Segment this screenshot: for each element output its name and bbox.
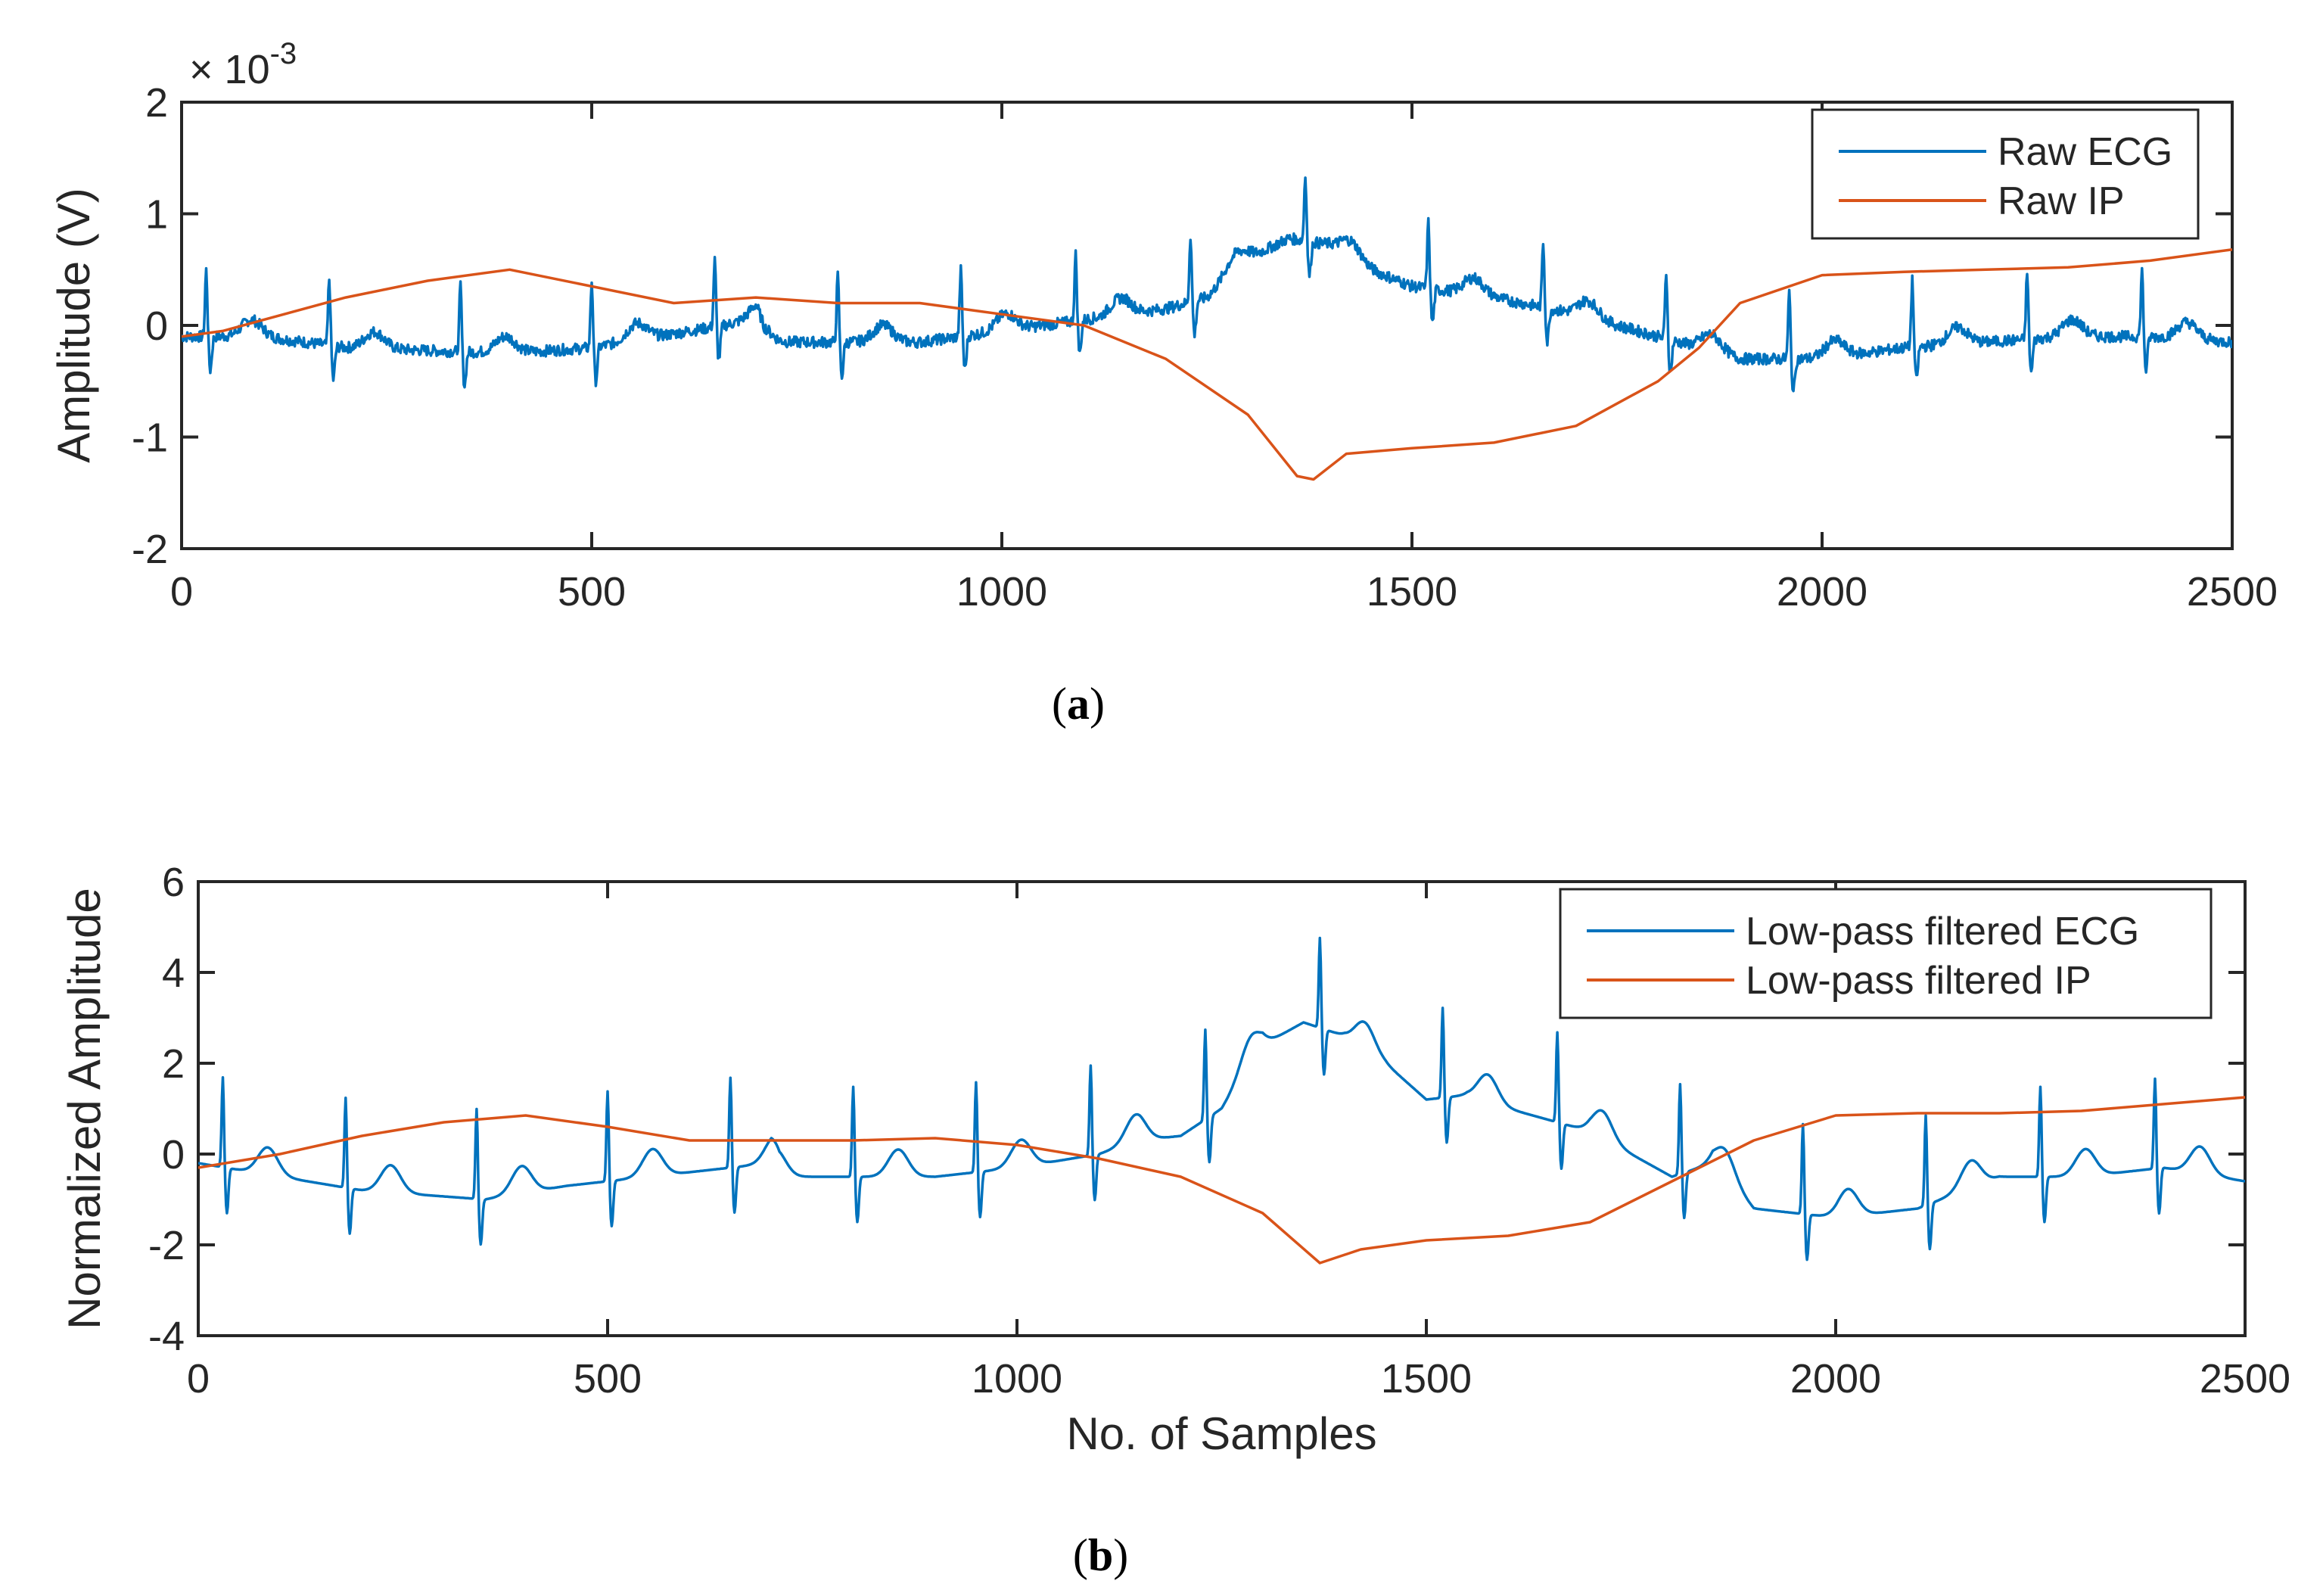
series-line-raw-ip <box>182 247 2232 481</box>
y-tick-label: -1 <box>132 415 168 461</box>
y-axis-label: Normalized Amplitude <box>59 888 110 1330</box>
x-tick-label: 2000 <box>1790 1356 1881 1402</box>
chart-panel-a: 0 500 1000 1500 2000 2500 -2 -1 0 1 2 × 10-3 Amplitu… <box>48 37 2278 614</box>
y-exponent-power: -3 <box>270 37 297 70</box>
series-line-low-pass-filtered-ecg <box>198 936 2245 1262</box>
x-axis-label: No. of Samples <box>1066 1408 1376 1459</box>
legend-entry: Low-pass filtered ECG <box>1746 910 2139 954</box>
x-tick-label: 1500 <box>1381 1356 1472 1402</box>
x-tick-label: 2000 <box>1777 569 1867 614</box>
x-tick-label: 0 <box>187 1356 210 1402</box>
y-exponent-label: × 10-3 <box>189 37 297 92</box>
y-tick-label: 2 <box>145 80 168 126</box>
series-line-raw-ecg <box>182 176 2232 393</box>
legend: Low-pass filtered ECG Low-pass filtered I… <box>1559 888 2213 1019</box>
x-tick-label: 1000 <box>972 1356 1062 1402</box>
x-tick-label: 500 <box>574 1356 642 1402</box>
y-tick-label: 1 <box>145 192 168 238</box>
panel-caption-letter: b <box>1088 1530 1113 1580</box>
y-tick-label: 4 <box>162 950 185 996</box>
legend-entry: Low-pass filtered IP <box>1746 959 2091 1003</box>
x-tick-label: 1000 <box>956 569 1047 614</box>
legend-entry: Raw IP <box>1998 179 2125 223</box>
x-tick-label: 500 <box>558 569 626 614</box>
x-tick-label: 2500 <box>2200 1356 2290 1402</box>
legend-entry: Raw ECG <box>1998 130 2172 174</box>
legend-box <box>1559 888 2213 1019</box>
panel-caption-letter: a <box>1067 679 1090 729</box>
x-tick-label: 0 <box>170 569 193 614</box>
y-tick-label: -2 <box>148 1223 185 1268</box>
x-tick-label: 1500 <box>1367 569 1457 614</box>
series-line-low-pass-filtered-ip <box>198 1096 2245 1265</box>
y-tick-label: 2 <box>162 1041 185 1087</box>
legend-box <box>1811 108 2200 240</box>
chart-panel-b: 0 500 1000 1500 2000 2500 -4 -2 0 2 4 6 Normalized A… <box>59 860 2290 1459</box>
y-tick-label: -2 <box>132 527 168 572</box>
legend: Raw ECG Raw IP <box>1811 108 2200 240</box>
panel-caption: (a) <box>1052 679 1105 729</box>
y-tick-label: -4 <box>148 1314 185 1359</box>
panel-caption: (b) <box>1073 1530 1128 1580</box>
y-tick-label: 0 <box>162 1132 185 1178</box>
y-axis-label: Amplitude (V) <box>48 188 99 462</box>
y-tick-label: 6 <box>162 860 185 905</box>
y-tick-label: 0 <box>145 303 168 349</box>
x-tick-label: 2500 <box>2187 569 2278 614</box>
